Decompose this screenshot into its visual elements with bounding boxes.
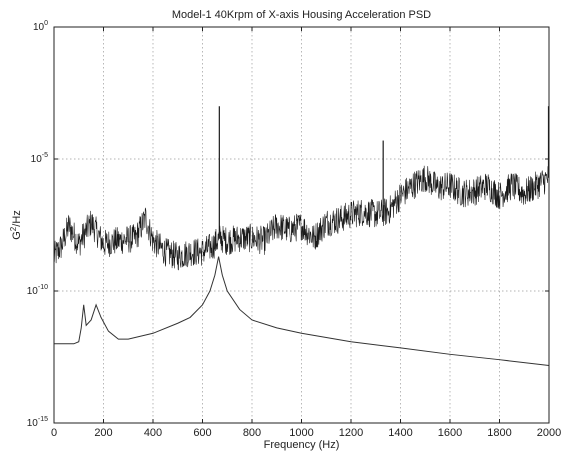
series-layer: [53, 106, 550, 367]
plot-frame: [53, 26, 550, 424]
y-tick-exponent: -5: [42, 152, 48, 159]
y-tick-base: 10: [33, 22, 45, 33]
y-tick-label: 10-15: [27, 416, 48, 429]
x-axis-label: Frequency (Hz): [264, 439, 340, 451]
y-tick-label: 10-5: [31, 152, 48, 165]
y-axis-label-rest: /Hz: [11, 210, 23, 227]
x-tick-label: 200: [94, 427, 112, 439]
y-tick-label: 100: [33, 20, 48, 33]
y-axis-label-sup: 2: [9, 226, 18, 231]
x-tick-label: 1800: [487, 427, 511, 439]
y-tick-exponent: -15: [38, 416, 48, 423]
x-tick-label: 2000: [537, 427, 561, 439]
x-tick-label: 1200: [339, 427, 363, 439]
y-axis-label-base: G: [11, 231, 23, 240]
y-tick-base: 10: [27, 418, 39, 429]
x-tick-label: 1400: [388, 427, 412, 439]
model-psd-line: [54, 256, 550, 367]
x-tick-label: 1600: [438, 427, 462, 439]
y-tick-base: 10: [27, 286, 39, 297]
x-tick-label: 600: [193, 427, 211, 439]
x-tick-label: 0: [51, 427, 57, 439]
measured-psd-line: [53, 165, 550, 271]
x-tick-label: 400: [144, 427, 162, 439]
x-tick-label: 1000: [289, 427, 313, 439]
grid-lines: [53, 26, 550, 424]
y-tick-base: 10: [31, 154, 43, 165]
y-tick-exponent: -10: [38, 284, 48, 291]
x-tick-labels: 0 200 400 600 800 1000 1200 1400 1600 1800 2000: [51, 427, 561, 439]
x-tick-label: 800: [243, 427, 261, 439]
chart-title: Model-1 40Krpm of X-axis Housing Acceler…: [172, 9, 431, 21]
y-tick-exponent: 0: [44, 20, 48, 27]
y-axis-label: G2/Hz: [9, 210, 23, 240]
y-tick-label: 10-10: [27, 284, 48, 297]
